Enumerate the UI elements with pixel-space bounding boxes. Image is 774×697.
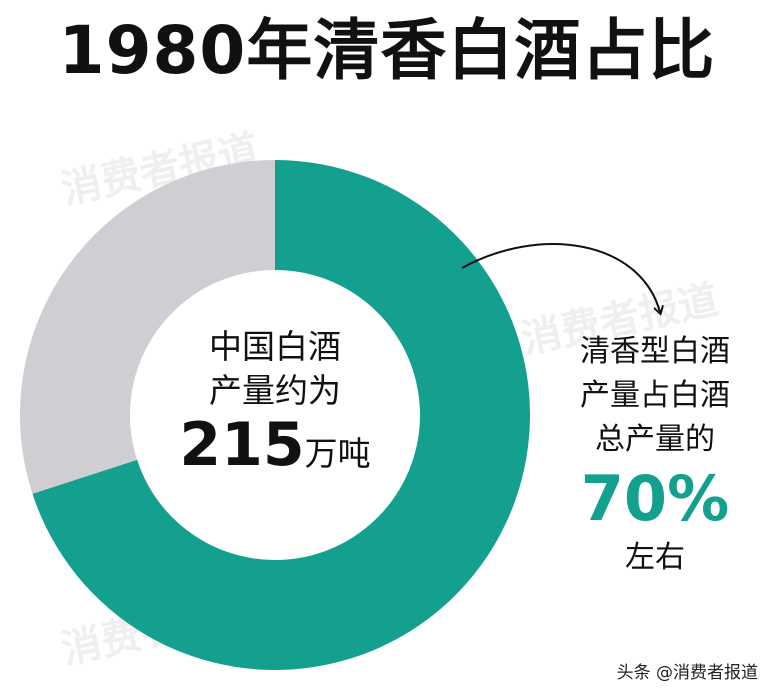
callout-line-1: 清香型白酒 [580,334,730,369]
callout-line-4: 左右 [625,540,685,575]
callout-arrow [461,243,660,312]
callout-line-3: 总产量的 [595,422,715,457]
center-line-1: 中国白酒 [209,327,341,366]
center-value-row: 215万吨 [165,415,385,475]
donut-slice-2 [19,160,275,494]
center-label: 中国白酒 产量约为 215万吨 [165,325,385,475]
chart-title: 1980年清香白酒占比 [58,12,716,89]
center-unit: 万吨 [304,434,371,473]
donut-slice-1 [32,160,530,670]
center-line-2: 产量约为 [209,371,341,410]
callout-percent: 70% [580,462,730,535]
center-number: 215 [179,410,305,480]
footer-credit: 头条 @消费者报道 [616,663,758,683]
callout-line-2: 产量占白酒 [580,378,730,413]
callout-annotation: 清香型白酒 产量占白酒 总产量的 70% 左右 [560,330,750,580]
